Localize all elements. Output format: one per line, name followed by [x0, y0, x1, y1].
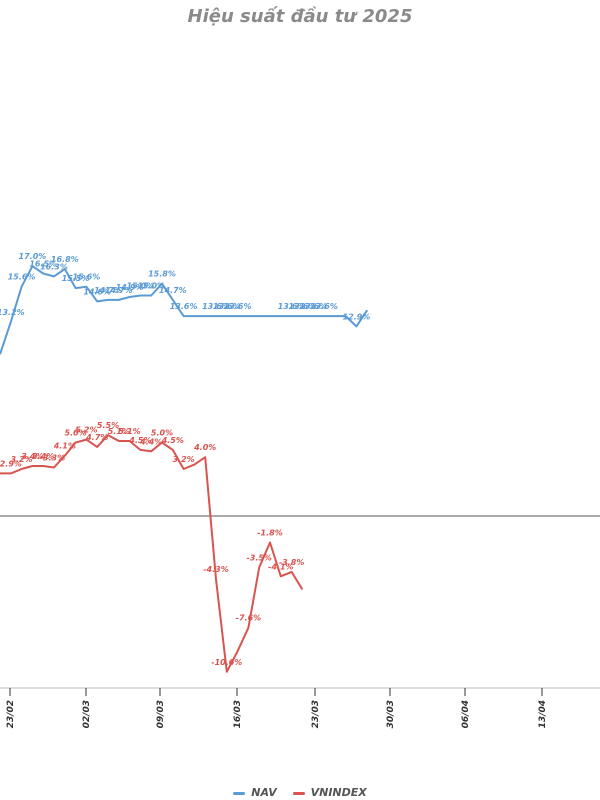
x-tick-label: 02/03: [82, 700, 92, 728]
data-label-vnindex: -4.1%: [268, 562, 294, 571]
chart-title: Hiệu suất đầu tư 2025: [187, 6, 413, 27]
data-label-nav: 14.7%: [105, 286, 133, 295]
data-label-nav: 12.9%: [343, 312, 371, 321]
legend-swatch-nav: [233, 791, 246, 795]
data-label-vnindex: 5.5%: [97, 421, 119, 430]
x-tick-label: 06/04: [461, 700, 471, 728]
series-line-nav: [0, 265, 369, 355]
series-line-vnindex: [0, 434, 304, 673]
data-label-vnindex: 4.0%: [193, 443, 216, 452]
data-label-vnindex: 3.4%: [32, 452, 54, 461]
data-label-nav: 13.6%: [278, 302, 306, 311]
data-label-nav: 13.6%: [224, 302, 252, 311]
data-label-vnindex: 5.0%: [151, 429, 173, 438]
legend-swatch-vnindex: [292, 791, 305, 795]
legend-item-vnindex[interactable]: VNINDEX: [292, 786, 367, 799]
data-label-vnindex: -7.6%: [236, 614, 262, 623]
data-label-nav: 15.6%: [8, 273, 36, 282]
data-label-vnindex: 5.0%: [65, 429, 87, 438]
x-axis-ticks: 23/02 02/03 09/03 16/03 23/03 30/03 06/04 13/04: [6, 688, 548, 728]
legend: NAV VNINDEX: [0, 786, 600, 799]
data-label-vnindex: 4.7%: [85, 433, 108, 442]
data-label-nav: 15.0%: [127, 282, 155, 291]
x-tick-label: 30/03: [386, 700, 396, 728]
data-label-nav: 13.6%: [213, 302, 241, 311]
data-label-nav: 16.8%: [51, 255, 79, 264]
data-label-vnindex: -3.5%: [246, 554, 272, 563]
data-label-nav: 13.2%: [0, 308, 25, 317]
data-label-nav: 13.6%: [310, 302, 338, 311]
data-label-vnindex: -4.3%: [203, 565, 229, 574]
data-label-nav: 13.6%: [289, 302, 317, 311]
data-label-vnindex: 3.2%: [173, 455, 195, 464]
data-label-nav: 13.6%: [202, 302, 230, 311]
legend-label-vnindex: VNINDEX: [310, 786, 367, 799]
data-label-nav: 13.6%: [170, 302, 198, 311]
x-tick-label: 16/03: [233, 700, 243, 728]
x-tick-label: 23/02: [6, 700, 16, 728]
data-label-nav: 14.7%: [159, 286, 187, 295]
data-label-nav: 14.7%: [94, 286, 122, 295]
data-label-vnindex: 4.5%: [128, 436, 151, 445]
data-label-nav: 15.8%: [148, 270, 176, 279]
data-label-nav: 16.5%: [29, 260, 57, 269]
data-label-nav: 16.3%: [40, 262, 68, 271]
x-tick-label: 13/04: [538, 700, 548, 728]
data-label-vnindex: -1.8%: [257, 529, 283, 538]
data-label-vnindex: 4.4%: [139, 437, 162, 446]
data-label-nav: 13.6%: [299, 302, 327, 311]
data-label-vnindex: 3.4%: [21, 452, 43, 461]
data-label-vnindex: 2.9%: [0, 459, 22, 468]
x-tick-label: 09/03: [156, 700, 166, 728]
data-label-nav: 15.5%: [62, 274, 90, 283]
series-layer: [0, 265, 369, 673]
legend-label-nav: NAV: [251, 786, 277, 799]
data-label-vnindex: 4.5%: [161, 436, 184, 445]
data-labels-layer: 13.2%15.6%17.0%16.5%16.3%16.8%15.5%15.6%…: [0, 252, 370, 667]
data-label-vnindex: 5.1%: [108, 427, 130, 436]
data-label-vnindex: 4.1%: [53, 442, 76, 451]
data-label-nav: 17.0%: [19, 252, 47, 261]
data-label-nav: 15.6%: [73, 273, 101, 282]
data-label-nav: 15.0%: [137, 282, 165, 291]
data-label-vnindex: -10.6%: [211, 658, 242, 667]
data-label-vnindex: 3.2%: [11, 455, 33, 464]
x-tick-label: 23/03: [311, 700, 321, 728]
data-label-vnindex: -3.8%: [279, 558, 305, 567]
data-label-vnindex: 5.1%: [119, 427, 141, 436]
data-label-nav: 14.6%: [83, 287, 111, 296]
data-label-nav: 14.9%: [116, 283, 144, 292]
data-label-vnindex: 5.2%: [75, 426, 97, 435]
legend-item-nav[interactable]: NAV: [233, 786, 277, 799]
data-label-vnindex: 3.3%: [43, 454, 65, 463]
